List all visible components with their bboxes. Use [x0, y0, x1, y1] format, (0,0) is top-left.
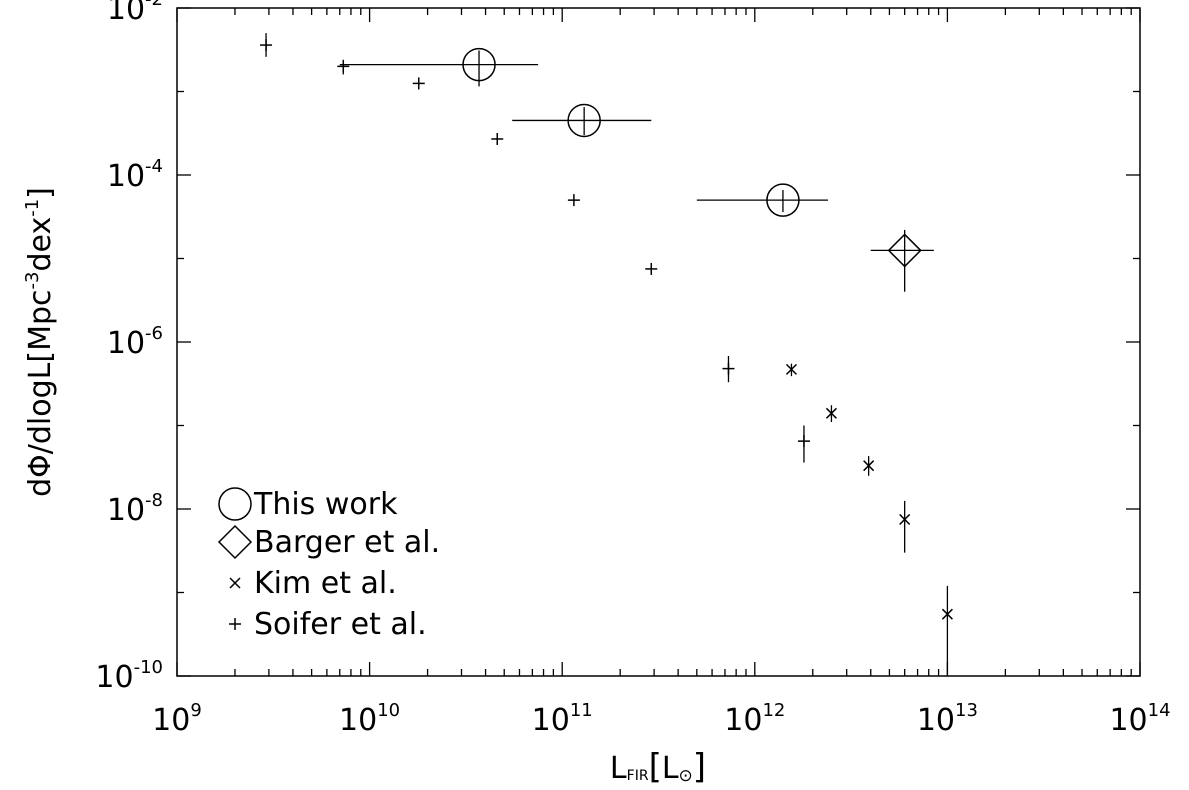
y-tick-label: 10-6	[107, 323, 163, 361]
y-tick-label: 10-10	[95, 657, 163, 695]
y-tick-label: 10-8	[107, 490, 163, 528]
x-tick-label: 1011	[532, 700, 593, 738]
marker-circle	[462, 47, 496, 82]
data-point-soifer-et-al	[491, 132, 504, 145]
x-tick-label: 109	[152, 700, 202, 738]
x-tick-label: 1014	[1109, 700, 1170, 738]
data-point-soifer-et-al	[260, 33, 273, 57]
data-point-kim-et-al	[785, 363, 797, 377]
data-point-kim-et-al	[899, 500, 911, 553]
axis-tick-labels: 109 1010 1011 1012 1013 1014 10-2 10-4 10-6 10-8 1…	[95, 0, 1170, 738]
marker-circle	[567, 103, 601, 138]
legend-label: This work	[253, 487, 398, 522]
legend-marker-x	[229, 577, 241, 589]
y-tick-label: 10-4	[107, 156, 163, 194]
data-point-this-work	[696, 183, 829, 217]
x-tick-label: 1012	[724, 700, 785, 738]
data-point-soifer-et-al	[567, 194, 580, 207]
legend-item: This work	[218, 487, 398, 522]
data-point-soifer-et-al	[722, 355, 735, 383]
data-point-soifer-et-al	[337, 59, 350, 75]
marker-x	[785, 363, 797, 375]
legend-label: Soifer et al.	[254, 607, 427, 642]
axis-ticks	[176, 7, 1141, 677]
legend-item: Barger et al.	[217, 524, 440, 560]
legend-item: Kim et al.	[229, 566, 397, 601]
x-tick-label: 1010	[339, 700, 400, 738]
data-point-soifer-et-al	[797, 425, 810, 463]
legend-label: Kim et al.	[254, 566, 397, 601]
data-point-kim-et-al	[863, 456, 875, 476]
marker-diamond	[887, 233, 922, 268]
data-point-kim-et-al	[941, 585, 953, 676]
marker-x	[941, 608, 953, 620]
legend-marker-circle	[218, 487, 252, 521]
data-point-soifer-et-al	[412, 77, 425, 90]
marker-x	[863, 460, 875, 472]
legend-label: Barger et al.	[254, 525, 440, 560]
x-tick-label: 1013	[917, 700, 978, 738]
data-point-kim-et-al	[825, 405, 837, 423]
marker-circle	[766, 183, 800, 217]
legend-marker-diamond	[217, 524, 253, 560]
y-tick-label: 10-2	[107, 0, 163, 27]
y-axis-label: dΦ/dlogL[Mpc-3dex-1]	[22, 187, 58, 497]
data-marks	[260, 33, 953, 676]
marker-x	[825, 407, 837, 419]
data-point-this-work	[339, 47, 539, 87]
data-point-barger-et-al	[870, 229, 934, 292]
data-point-soifer-et-al	[645, 262, 658, 275]
marker-x	[899, 513, 911, 525]
data-point-this-work	[512, 103, 652, 138]
legend-item: Soifer et al.	[229, 607, 427, 642]
x-axis-label: LFIR[L⊙]	[610, 747, 706, 787]
